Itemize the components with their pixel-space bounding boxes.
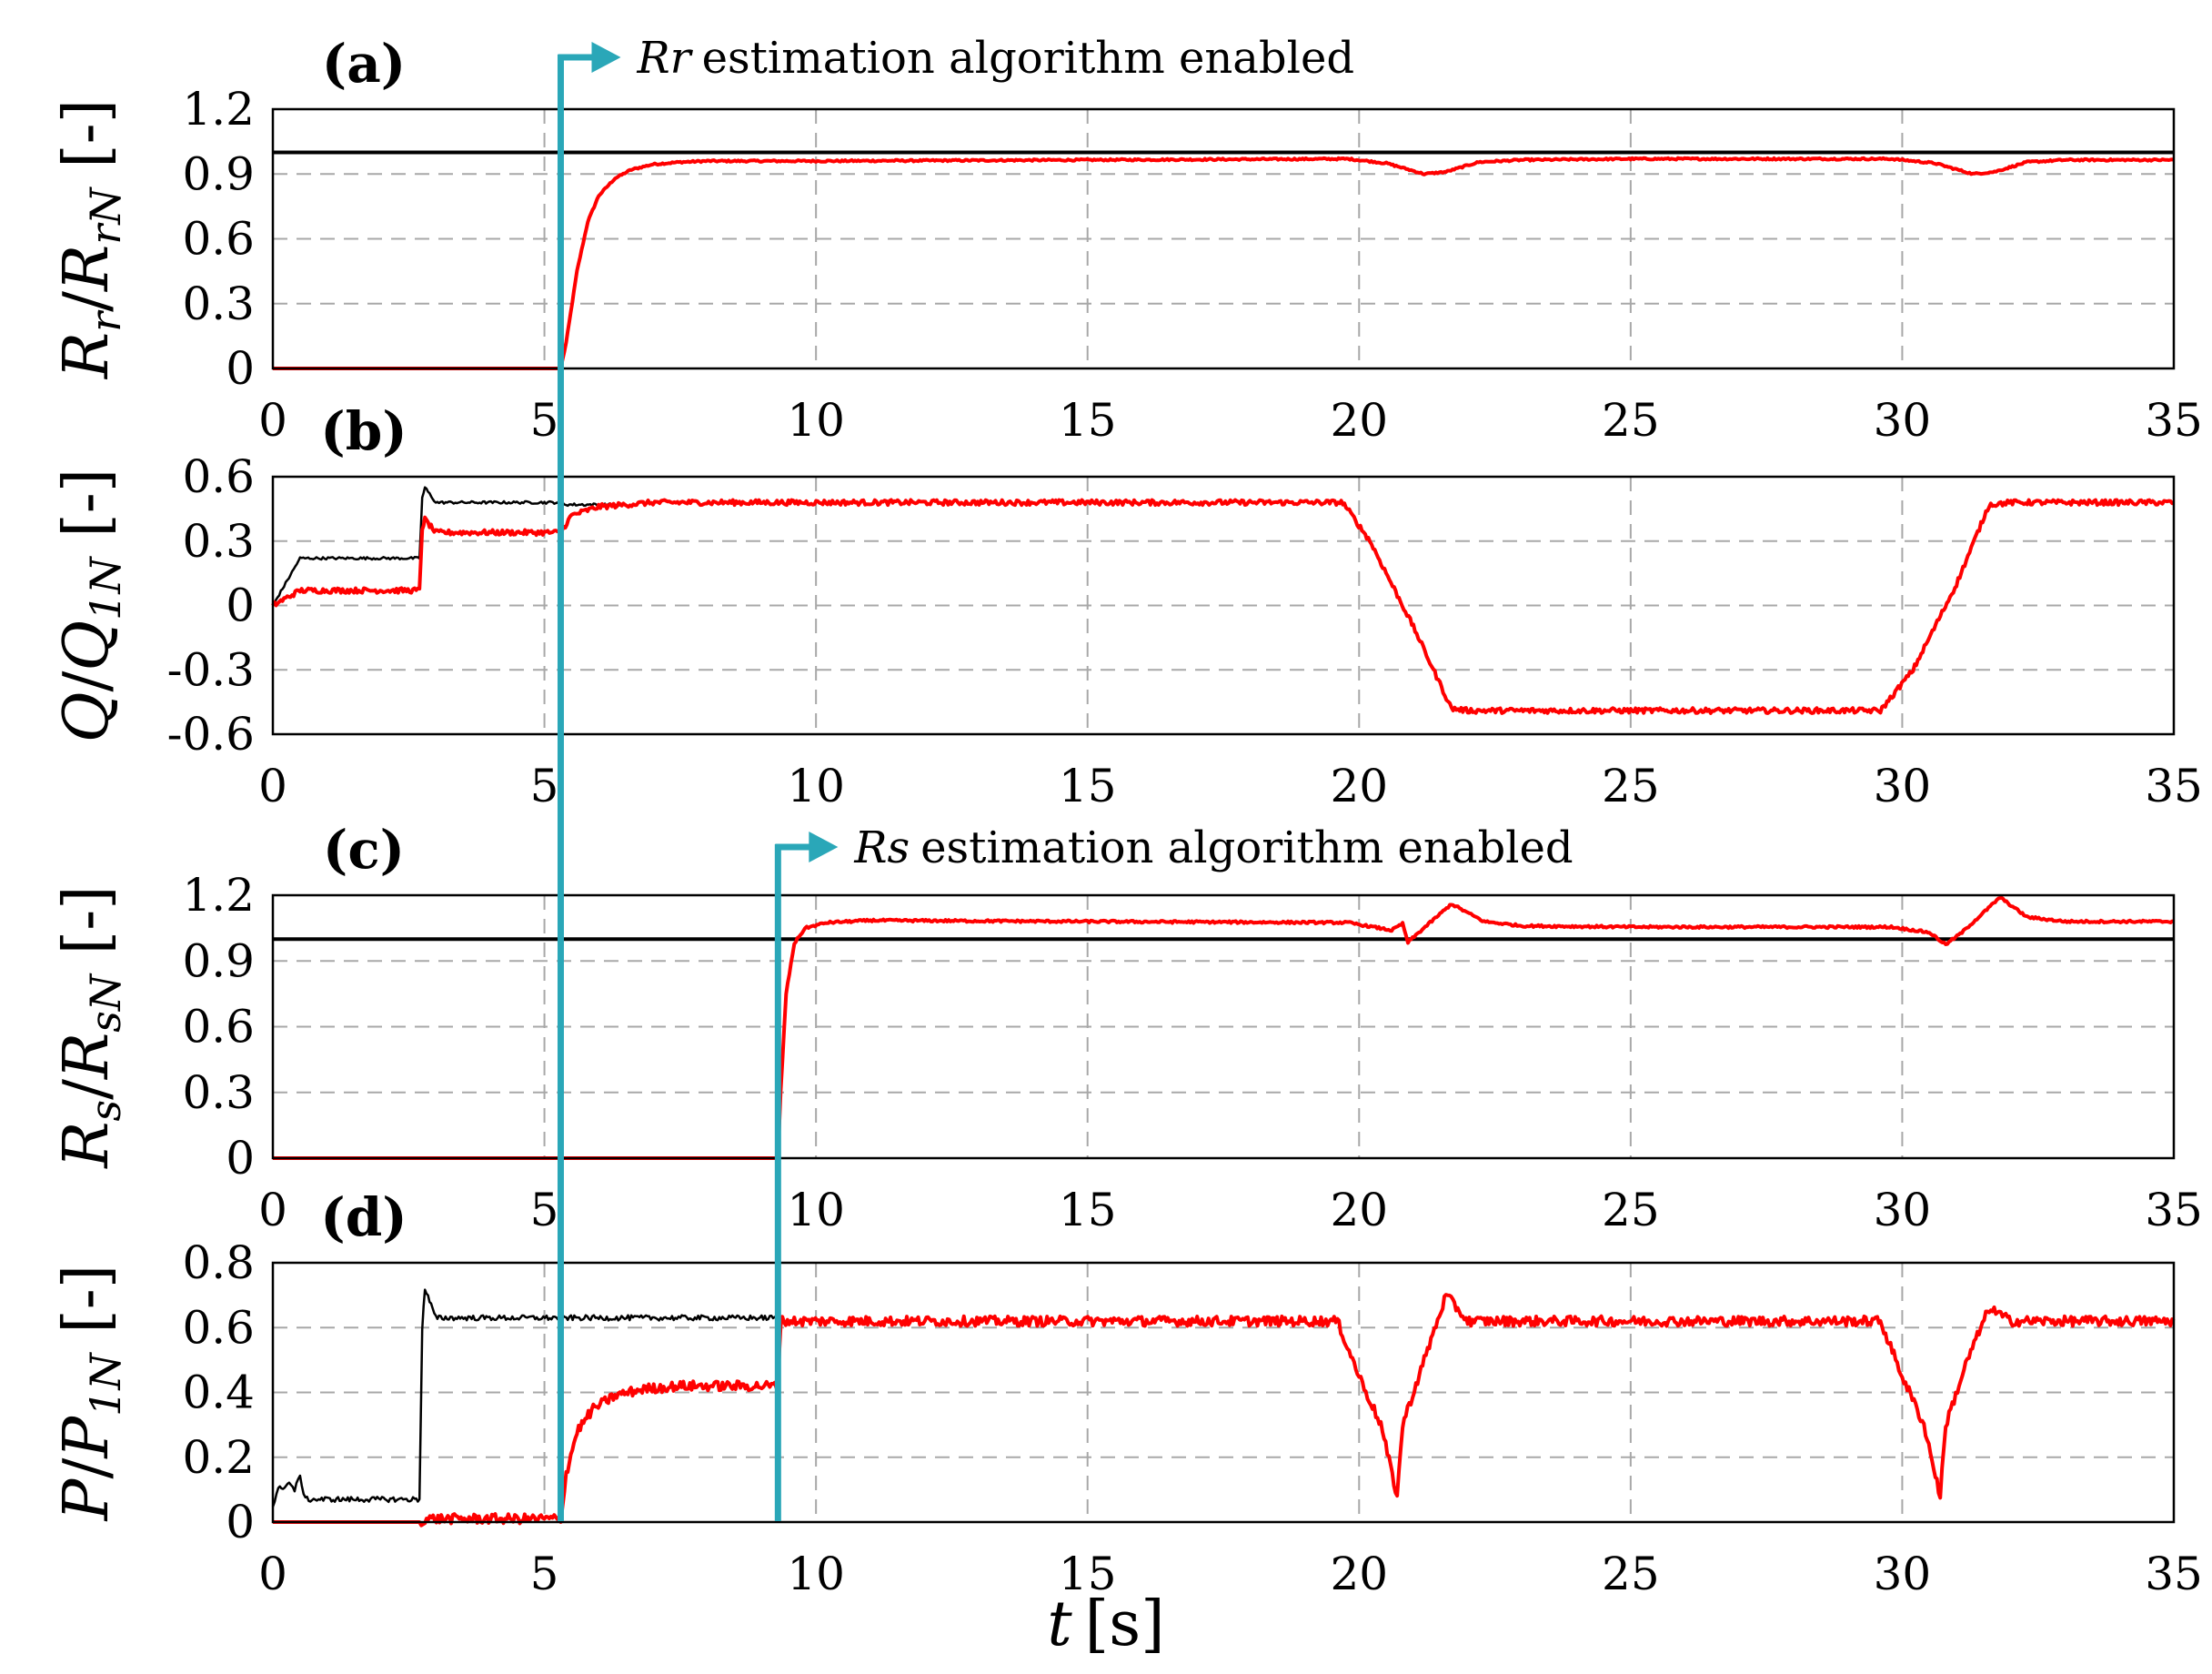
marker-arrow-head-icon [809, 832, 839, 862]
panel-label: (a) [322, 33, 406, 95]
x-tick-label: 20 [1330, 1184, 1388, 1236]
plot-frame [271, 1261, 2176, 1524]
panels-layer: 0 5 10 15 20 25 30 35 0 0.3 0.6 0.9 1.2 (a) Rr/RrN [-]… [51, 33, 2203, 1600]
y-tick-label: 0 [226, 342, 255, 395]
x-axis-label-unit: [s] [1085, 1588, 1165, 1660]
y-tick-label: 0.8 [182, 1236, 255, 1289]
y-tick-label: 0 [226, 1132, 255, 1185]
x-tick-label: 25 [1602, 1548, 1660, 1600]
x-tick-label: 35 [2145, 1184, 2203, 1236]
x-tick-label: 20 [1330, 394, 1388, 447]
marker-arrow-head-icon [591, 42, 621, 73]
x-tick-label: 20 [1330, 760, 1388, 812]
annotation-text: Rs estimation algorithm enabled [853, 822, 1573, 873]
y-tick-label: 0.6 [182, 1001, 255, 1054]
annotation-marker: Rs estimation algorithm enabled [774, 822, 1574, 1521]
x-tick-label: 15 [1059, 1548, 1117, 1600]
panel-label: (c) [323, 819, 405, 881]
y-tick-label: 0 [226, 1496, 255, 1548]
series-estimate-line [272, 1293, 2176, 1528]
x-axis-label-var: t [1047, 1588, 1072, 1660]
x-tick-label: 25 [1602, 394, 1660, 447]
y-tick-label: 0 [226, 580, 255, 632]
y-tick-label: 0.3 [182, 515, 255, 568]
x-tick-label: 0 [258, 394, 287, 447]
x-tick-label: 10 [787, 1184, 845, 1236]
x-tick-label: 15 [1059, 394, 1117, 447]
x-tick-label: 30 [1874, 1184, 1932, 1236]
x-tick-label: 35 [2145, 1548, 2203, 1600]
annotation-text: Rr estimation algorithm enabled [636, 33, 1354, 84]
y-tick-label: 0.6 [182, 213, 255, 266]
x-tick-label: 15 [1059, 760, 1117, 812]
panel-2: 0 5 10 15 20 25 30 35 -0.6 -0.3 0 0.3 0.6 (b) Q/Q1N [-… [51, 400, 2203, 812]
y-tick-label: 0.2 [182, 1431, 255, 1484]
x-tick-label: 35 [2145, 760, 2203, 812]
x-tick-label: 35 [2145, 394, 2203, 447]
x-tick-label: 10 [787, 760, 845, 812]
x-tick-label: 25 [1602, 1184, 1660, 1236]
y-axis-label: Rr/RrN [-] [51, 99, 130, 380]
annotation-marker: Rr estimation algorithm enabled [557, 33, 1354, 1521]
y-tick-label: 0.4 [182, 1366, 255, 1419]
y-tick-label: -0.3 [167, 643, 255, 696]
panel-label: (b) [320, 400, 407, 462]
panel-4: 0 5 10 15 20 25 30 35 0 0.2 0.4 0.6 0.8 (d) P/P1N [-] [51, 1186, 2203, 1600]
x-tick-label: 20 [1330, 1548, 1388, 1600]
x-tick-label: 5 [530, 760, 559, 812]
x-tick-label: 0 [258, 1548, 287, 1600]
y-tick-label: 0.9 [182, 934, 255, 987]
x-tick-label: 30 [1874, 760, 1932, 812]
x-tick-label: 30 [1874, 1548, 1932, 1600]
plot-frame [271, 475, 2176, 736]
y-axis-label: Rs/RsN [-] [51, 885, 130, 1169]
plot-frame [271, 893, 2176, 1160]
x-tick-label: 5 [530, 394, 559, 447]
x-tick-label: 10 [787, 1548, 845, 1600]
y-tick-label: 1.2 [182, 869, 255, 922]
x-tick-label: 25 [1602, 760, 1660, 812]
y-tick-label: 0.6 [182, 450, 255, 503]
panel-3: 0 5 10 15 20 25 30 35 0 0.3 0.6 0.9 1.2 (c) Rs/RsN [-] [51, 819, 2203, 1236]
y-tick-label: -0.6 [167, 708, 255, 761]
panel-1: 0 5 10 15 20 25 30 35 0 0.3 0.6 0.9 1.2 (a) Rr/RrN [-] [51, 33, 2203, 447]
x-tick-label: 5 [530, 1184, 559, 1236]
x-tick-label: 5 [530, 1548, 559, 1600]
y-tick-label: 0.3 [182, 1066, 255, 1119]
panel-label: (d) [320, 1186, 407, 1248]
markers-layer: Rr estimation algorithm enabled Rs estimati… [557, 33, 1574, 1521]
series-reference-line [271, 1288, 789, 1508]
x-tick-label: 10 [787, 394, 845, 447]
x-tick-label: 15 [1059, 1184, 1117, 1236]
x-tick-label: 0 [258, 1184, 287, 1236]
y-tick-label: 0.6 [182, 1301, 255, 1354]
series-estimate-line [271, 498, 2175, 715]
plot-frame [271, 107, 2176, 370]
x-tick-label: 0 [258, 760, 287, 812]
x-tick-label: 30 [1874, 394, 1932, 447]
series-reference-line [271, 486, 627, 607]
y-axis-label: P/P1N [-] [51, 1265, 130, 1523]
y-tick-label: 0.3 [182, 277, 255, 330]
y-axis-label: Q/Q1N [-] [51, 469, 130, 743]
y-tick-label: 0.9 [182, 147, 255, 200]
y-tick-label: 1.2 [182, 83, 255, 136]
x-axis-label: t [s] [1047, 1588, 1164, 1660]
series-estimate-line [272, 156, 2175, 370]
